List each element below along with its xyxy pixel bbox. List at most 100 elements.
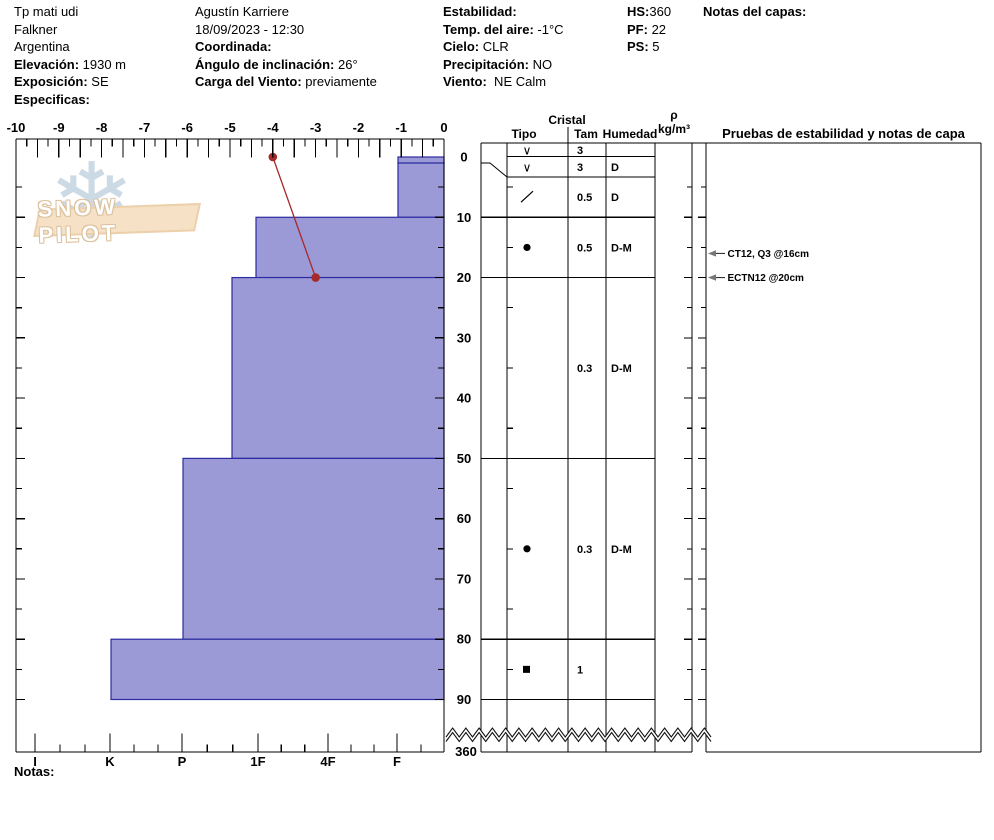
info-column: Notas del capas: — [703, 3, 806, 21]
info-line: Tp mati udi — [14, 4, 79, 19]
svg-text:-4: -4 — [267, 120, 279, 135]
layer-bar — [397, 162, 445, 218]
info-column: Estabilidad: Temp. del aire: -1°C Cielo: C… — [443, 3, 564, 91]
svg-text:0.5: 0.5 — [577, 192, 592, 204]
svg-text:0.3: 0.3 — [577, 544, 592, 556]
svg-text:ρ: ρ — [670, 108, 677, 122]
grain-symbol-df — [520, 190, 534, 203]
svg-text:30: 30 — [457, 330, 471, 345]
svg-text:kg/m³: kg/m³ — [658, 122, 690, 136]
svg-text:∨: ∨ — [523, 143, 532, 157]
temperature-line — [272, 156, 317, 278]
layer-bar — [231, 276, 445, 459]
info-column: HS:360 PF: 22 PS: 5 — [627, 3, 671, 56]
info-line: Coordinada: — [195, 39, 272, 55]
grain-symbol-rg — [523, 545, 531, 553]
svg-text:0: 0 — [460, 150, 467, 165]
info-line: Viento: NE Calm — [443, 74, 547, 90]
svg-text:80: 80 — [457, 632, 471, 647]
svg-text:-6: -6 — [181, 120, 193, 135]
svg-text:0: 0 — [440, 120, 447, 135]
svg-text:360: 360 — [455, 744, 477, 759]
svg-text:60: 60 — [457, 511, 471, 526]
depth-scale: 0 10 20 30 40 50 60 70 80 90 360 — [455, 150, 477, 760]
grain-symbol-sq — [523, 665, 530, 673]
hardness-axis: I K P 1F 4F F — [33, 733, 422, 769]
svg-text:I: I — [33, 754, 37, 769]
info-line: Cielo: CLR — [443, 39, 509, 55]
info-line: Agustín Karriere — [195, 4, 289, 19]
svg-text:90: 90 — [457, 692, 471, 707]
info-line: Notas del capas: — [703, 4, 807, 19]
svg-text:70: 70 — [457, 571, 471, 586]
svg-text:CT12, Q3 @16cm: CT12, Q3 @16cm — [728, 249, 810, 260]
info-column: Agustín Karriere 18/09/2023 - 12:30 Coordi… — [195, 3, 377, 91]
svg-text:-3: -3 — [310, 120, 322, 135]
notes-label: Notas: — [14, 764, 55, 779]
layer-bar — [110, 638, 445, 701]
svg-text:50: 50 — [457, 451, 471, 466]
svg-text:Humedad: Humedad — [603, 127, 658, 141]
info-line: Especificas: — [14, 91, 90, 107]
svg-text:-7: -7 — [139, 120, 151, 135]
grain-table: Cristal Tipo Tam Humedad ρkg/m³ Pruebas de es… — [480, 108, 982, 753]
scale-break-zigzag — [445, 727, 712, 743]
svg-text:P: P — [178, 754, 187, 769]
svg-text:D-M: D-M — [611, 242, 632, 254]
svg-text:∨: ∨ — [523, 160, 532, 174]
svg-text:0.5: 0.5 — [577, 242, 592, 254]
layer-leader-line — [481, 162, 508, 178]
svg-text:-8: -8 — [96, 120, 108, 135]
grain-symbol-rg — [523, 243, 531, 252]
svg-text:0.3: 0.3 — [577, 363, 592, 375]
svg-text:D: D — [611, 162, 619, 174]
layer-bars — [110, 156, 445, 701]
layer-bar — [397, 156, 445, 164]
svg-text:Tam: Tam — [574, 127, 598, 141]
snowflake-icon: ❄ — [48, 144, 136, 260]
info-column: Tp mati udi Falkner Argentina Elevación: 19… — [14, 3, 126, 109]
svg-text:D-M: D-M — [611, 544, 632, 556]
info-line: Estabilidad: — [443, 4, 517, 19]
info-line: Precipitación: NO — [443, 56, 553, 72]
layer-bar — [182, 457, 445, 640]
arrow-left-icon — [708, 274, 716, 281]
info-line: HS:360 — [627, 4, 672, 19]
svg-text:K: K — [105, 754, 115, 769]
info-line: PS: 5 — [627, 39, 660, 55]
info-line: Falkner — [14, 21, 58, 37]
info-line: Carga del Viento: previamente — [195, 74, 377, 90]
svg-text:40: 40 — [457, 391, 471, 406]
snowpilot-logo: ❄ SNOW PILOT — [33, 150, 201, 278]
info-line: Ángulo de inclinación: 26° — [195, 56, 358, 72]
svg-text:20: 20 — [457, 270, 471, 285]
svg-text:-10: -10 — [7, 120, 26, 135]
svg-text:Tipo: Tipo — [511, 127, 536, 141]
info-line: Temp. del aire: -1°C — [443, 21, 564, 37]
svg-text:1: 1 — [577, 664, 583, 676]
svg-text:-2: -2 — [353, 120, 365, 135]
info-line: Exposición: SE — [14, 74, 109, 90]
svg-text:1F: 1F — [250, 754, 265, 769]
info-line: Argentina — [14, 39, 70, 55]
svg-text:-9: -9 — [53, 120, 65, 135]
svg-text:3: 3 — [577, 162, 583, 174]
info-line: PF: 22 — [627, 21, 667, 37]
svg-text:4F: 4F — [320, 754, 335, 769]
svg-text:Cristal: Cristal — [548, 113, 585, 127]
svg-text:3: 3 — [577, 145, 583, 157]
stability-annotations: CT12, Q3 @16cm ECTN12 @20cm — [708, 249, 809, 284]
info-line: 18/09/2023 - 12:30 — [195, 21, 305, 37]
temperature-point — [311, 273, 320, 282]
svg-text:-1: -1 — [395, 120, 407, 135]
svg-text:D: D — [611, 192, 619, 204]
arrow-left-icon — [708, 250, 716, 257]
temperature-axis: -10 -9 -8 -7 -6 -5 -4 -3 -2 -1 0 — [7, 120, 448, 158]
svg-text:D-M: D-M — [611, 363, 632, 375]
left-chart-axes — [15, 138, 445, 753]
svg-text:Pruebas de estabilidad y notas: Pruebas de estabilidad y notas de capa — [722, 126, 966, 141]
svg-text:10: 10 — [457, 210, 471, 225]
svg-text:-5: -5 — [224, 120, 236, 135]
